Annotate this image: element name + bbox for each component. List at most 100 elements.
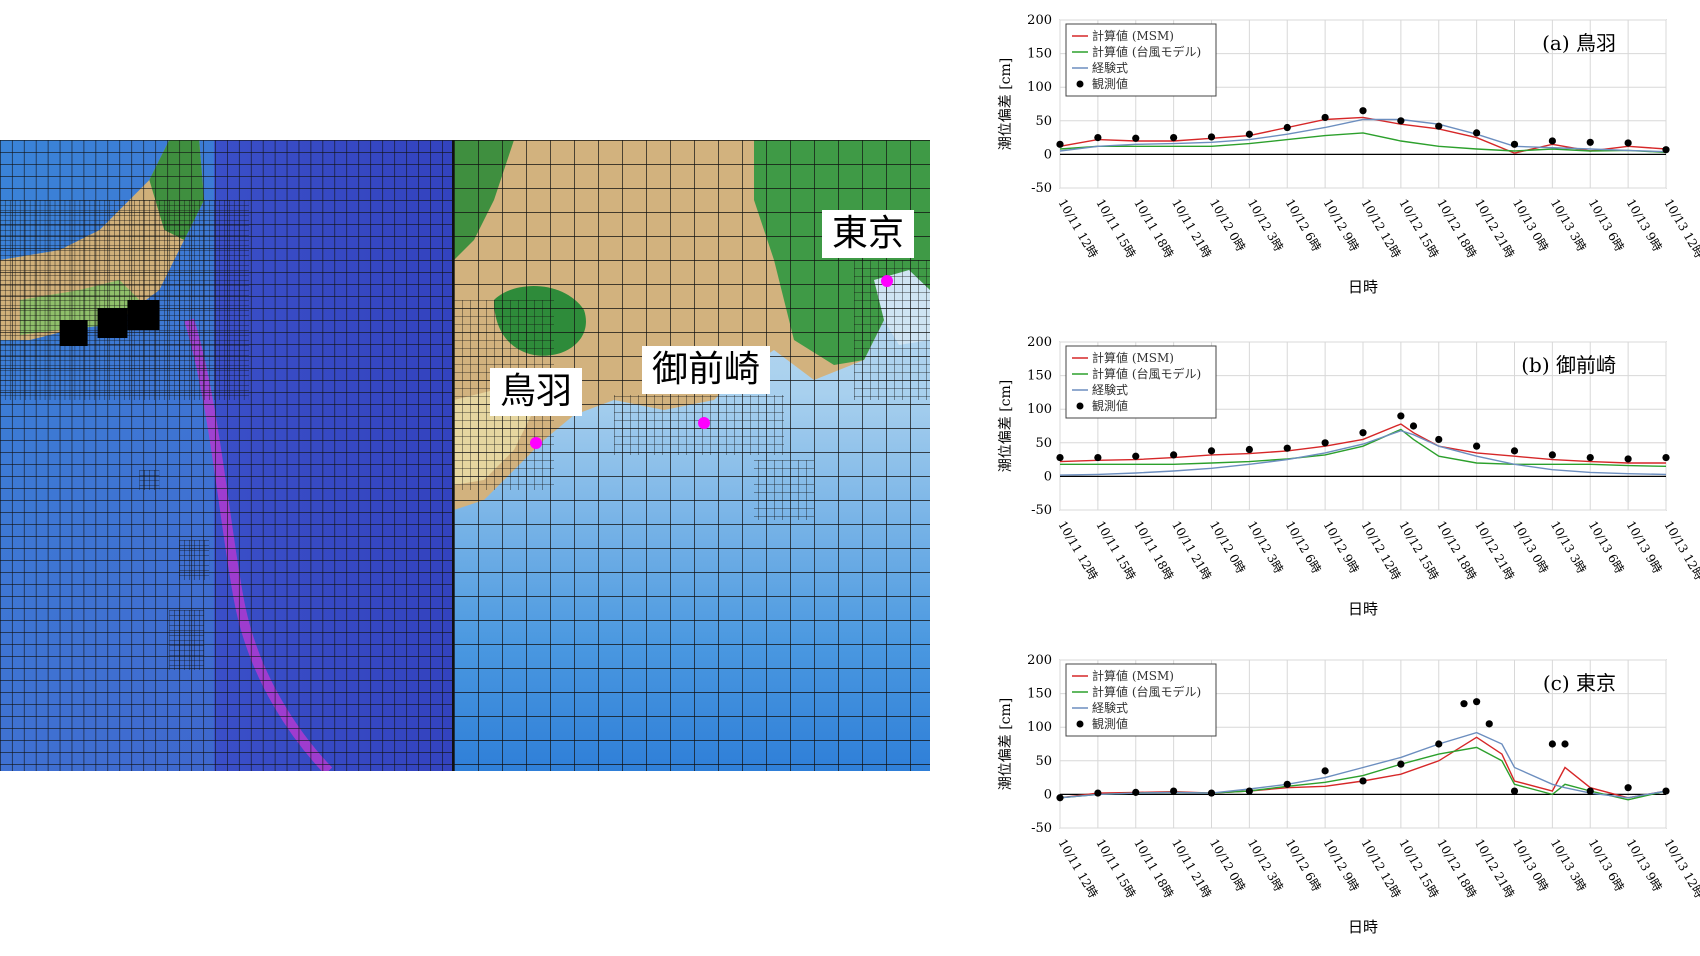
legend-label: 計算値 (MSM) [1092, 668, 1174, 683]
data-point [1245, 130, 1253, 138]
data-point [1321, 767, 1329, 775]
data-point [1245, 787, 1253, 795]
y-tick-label: 100 [1027, 402, 1052, 417]
label-omaezaki: 御前崎 [642, 346, 771, 394]
data-point [1624, 455, 1632, 463]
x-tick-label: 10/11 12時 [1055, 197, 1100, 261]
data-point [1321, 439, 1329, 447]
data-point [1207, 447, 1216, 455]
data-point [1473, 129, 1481, 137]
x-axis-label: 日時 [1348, 600, 1378, 618]
y-tick-label: 150 [1027, 369, 1052, 384]
data-point [1510, 447, 1519, 455]
x-tick-label: 10/13 0時 [1510, 197, 1551, 254]
data-point [1283, 444, 1291, 452]
data-point [1435, 740, 1443, 748]
data-point [1510, 140, 1519, 148]
y-tick-label: 50 [1035, 754, 1052, 769]
panel-title: (b) 御前崎 [1521, 353, 1616, 377]
x-tick-label: 10/11 12時 [1055, 519, 1100, 583]
x-tick-label: 10/11 15時 [1093, 519, 1138, 583]
y-axis-label: 潮位偏差 [cm] [998, 698, 1014, 791]
y-axis-label: 潮位偏差 [cm] [998, 380, 1014, 473]
data-point [1435, 435, 1443, 444]
x-tick-label: 10/12 12時 [1358, 197, 1403, 261]
data-point [1056, 794, 1064, 802]
data-point [1170, 134, 1178, 142]
x-tick-label: 10/13 0時 [1510, 837, 1551, 894]
x-tick-label: 10/12 18時 [1434, 837, 1479, 901]
series-line [1059, 116, 1667, 154]
data-point [1283, 780, 1291, 788]
data-point [1207, 133, 1216, 141]
legend-label: 観測値 [1092, 398, 1128, 413]
y-tick-label: 200 [1027, 13, 1052, 28]
x-tick-label: 10/12 3時 [1245, 837, 1286, 894]
legend-box [1065, 345, 1217, 419]
chart-panel-c: 10/11 12時 10/11 15時 10/11 18時 10/11 21時 10/1… [980, 640, 1700, 956]
x-tick-label: 10/12 9時 [1321, 519, 1362, 576]
x-tick-label: 10/13 12時 [1661, 519, 1700, 583]
series-line [1059, 423, 1666, 464]
legend-label: 観測値 [1092, 76, 1128, 91]
legend-label: 計算値 (MSM) [1092, 28, 1174, 43]
x-tick-label: 10/13 9時 [1624, 519, 1665, 576]
data-point [1586, 453, 1594, 462]
y-tick-label: 150 [1027, 47, 1052, 62]
data-point [1485, 720, 1493, 728]
legend-label: 計算値 (台風モデル) [1092, 684, 1201, 699]
x-tick-label: 10/11 15時 [1093, 837, 1138, 901]
x-tick-label: 10/12 12時 [1358, 837, 1403, 901]
data-point [1662, 146, 1670, 154]
x-tick-label: 10/13 3時 [1548, 519, 1589, 576]
x-tick-label: 10/12 15時 [1396, 197, 1441, 261]
data-point [1132, 788, 1140, 796]
data-point [1207, 789, 1216, 797]
data-point [1397, 117, 1405, 125]
x-tick-label: 10/13 6時 [1586, 519, 1627, 576]
y-tick-label: 150 [1027, 687, 1052, 702]
legend-swatch [1076, 80, 1084, 88]
y-tick-label: 0 [1044, 787, 1052, 802]
detailed-grid-map: 鳥羽 御前崎 東京 [454, 140, 930, 771]
x-tick-label: 10/12 21時 [1472, 837, 1517, 901]
y-tick-label: -50 [1031, 821, 1052, 836]
x-tick-label: 10/11 18時 [1131, 519, 1176, 583]
x-tick-label: 10/12 0時 [1207, 197, 1248, 254]
data-point [1245, 445, 1253, 454]
label-toba: 鳥羽 [490, 368, 583, 416]
chart-panel-a: 10/11 12時 10/11 15時 10/11 18時 10/11 21時 10/1… [980, 0, 1700, 320]
data-point [1624, 784, 1632, 792]
data-point [1473, 442, 1481, 450]
y-tick-label: 200 [1027, 653, 1052, 668]
regional-grid-map-art [0, 140, 452, 771]
legend-label: 計算値 (台風モデル) [1092, 44, 1201, 59]
x-tick-label: 10/11 21時 [1169, 197, 1214, 261]
data-point [1473, 698, 1481, 706]
data-point [1359, 777, 1367, 785]
y-tick-label: 50 [1035, 436, 1052, 451]
data-point [1283, 123, 1291, 132]
x-tick-label: 10/13 9時 [1624, 197, 1665, 254]
data-point [1624, 139, 1632, 147]
x-tick-label: 10/12 12時 [1358, 519, 1403, 583]
x-tick-label: 10/11 12時 [1055, 837, 1100, 901]
x-tick-label: 10/12 21時 [1472, 197, 1517, 261]
y-tick-label: -50 [1031, 181, 1052, 196]
y-tick-label: 50 [1035, 114, 1052, 129]
x-tick-label: 10/12 6時 [1283, 837, 1324, 894]
data-point [1510, 787, 1519, 795]
legend-swatch [1076, 402, 1084, 410]
data-point [1056, 140, 1064, 148]
data-point [1094, 789, 1102, 797]
legend-label: 経験式 [1092, 60, 1128, 75]
x-tick-label: 10/13 6時 [1586, 837, 1627, 894]
x-tick-label: 10/12 9時 [1321, 197, 1362, 254]
chart-panel-b: 10/11 12時 10/11 15時 10/11 18時 10/11 21時 10/1… [980, 322, 1700, 642]
data-point [1662, 787, 1670, 795]
data-point [1662, 453, 1670, 462]
y-tick-label: 100 [1027, 80, 1052, 95]
